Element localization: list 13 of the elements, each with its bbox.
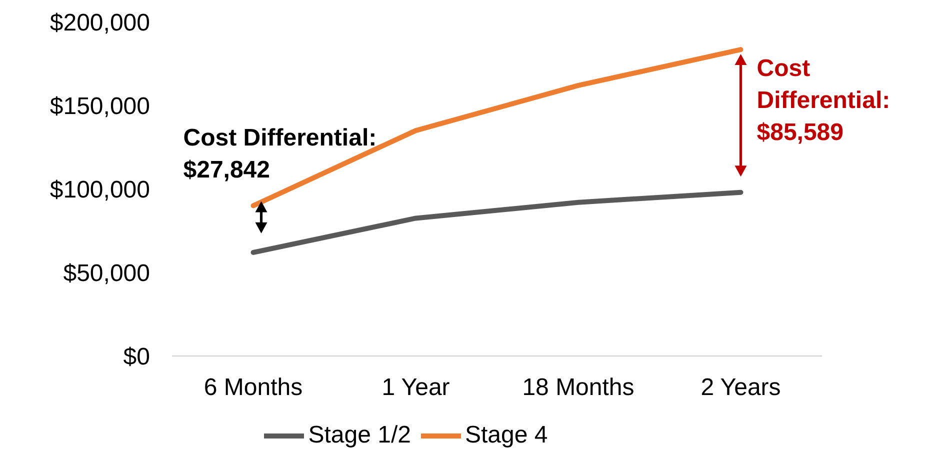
x-tick-label: 2 Years <box>700 374 781 402</box>
annotation: Cost Differential: $27,842 <box>183 124 377 184</box>
y-tick-label: $200,000 <box>50 10 150 37</box>
x-tick-label: 1 Year <box>382 374 450 402</box>
legend-label: Stage 1/2 <box>308 421 411 448</box>
x-tick-label: 18 Months <box>522 374 634 402</box>
y-tick-label: $150,000 <box>50 93 150 120</box>
y-tick-label: $50,000 <box>63 260 150 288</box>
y-tick-label: $0 <box>123 344 150 371</box>
x-tick-label: 6 Months <box>204 374 303 402</box>
annotation: Cost Differential: $85,589 <box>756 54 890 146</box>
legend-label: Stage 4 <box>465 421 548 448</box>
y-tick-label: $100,000 <box>50 176 150 204</box>
